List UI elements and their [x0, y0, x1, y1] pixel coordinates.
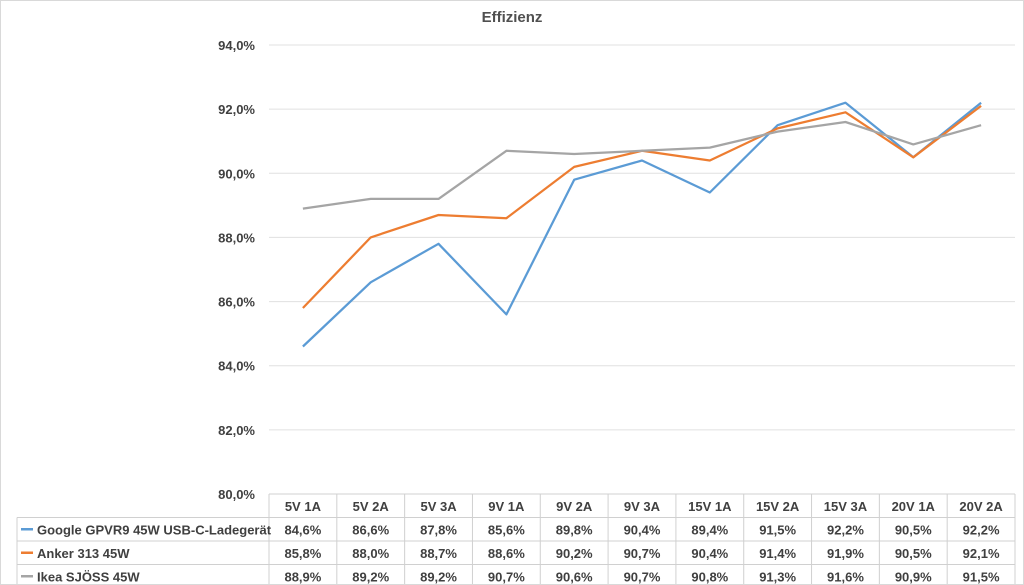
table-cell-value: 85,6% — [488, 522, 525, 537]
table-cell-value: 90,4% — [691, 546, 728, 561]
table-cell-value: 85,8% — [284, 546, 321, 561]
table-cell-value: 92,2% — [963, 522, 1000, 537]
table-cell-value: 89,4% — [691, 522, 728, 537]
table-cell-value: 92,2% — [827, 522, 864, 537]
x-tick-label: 9V 3A — [624, 499, 661, 514]
table-cell-value: 90,7% — [624, 546, 661, 561]
x-tick-label: 9V 1A — [488, 499, 525, 514]
series-line — [302, 101, 982, 348]
table-cell-value: 91,6% — [827, 569, 864, 584]
table-cell-value: 89,2% — [420, 569, 457, 584]
legend-entry: Ikea SJÖSS 45W — [37, 569, 140, 584]
x-tick-label: 5V 1A — [285, 499, 322, 514]
legend-entry: Anker 313 45W — [37, 546, 130, 561]
y-tick-label: 92,0% — [218, 102, 255, 117]
table-cell-value: 91,9% — [827, 546, 864, 561]
table-cell-value: 86,6% — [352, 522, 389, 537]
x-tick-label: 15V 2A — [756, 499, 800, 514]
series-line — [302, 105, 982, 309]
x-tick-label: 15V 1A — [688, 499, 732, 514]
table-cell-value: 90,9% — [895, 569, 932, 584]
legend-entry: Google GPVR9 45W USB-C-Ladegerät — [37, 522, 272, 537]
table-cell-value: 88,9% — [284, 569, 321, 584]
table-cell-value: 90,8% — [691, 569, 728, 584]
y-tick-label: 86,0% — [218, 295, 255, 310]
x-tick-label: 5V 3A — [420, 499, 457, 514]
table-cell-value: 87,8% — [420, 522, 457, 537]
table-cell-value: 88,6% — [488, 546, 525, 561]
y-tick-label: 84,0% — [218, 359, 255, 374]
table-cell-value: 89,2% — [352, 569, 389, 584]
y-tick-label: 94,0% — [218, 38, 255, 53]
y-tick-label: 82,0% — [218, 423, 255, 438]
x-tick-label: 15V 3A — [824, 499, 868, 514]
table-cell-value: 91,3% — [759, 569, 796, 584]
table-cell-value: 90,5% — [895, 522, 932, 537]
table-cell-value: 92,1% — [963, 546, 1000, 561]
table-cell-value: 91,5% — [963, 569, 1000, 584]
series-line — [302, 120, 982, 210]
y-tick-label: 80,0% — [218, 487, 255, 502]
y-tick-label: 90,0% — [218, 166, 255, 181]
table-cell-value: 90,6% — [556, 569, 593, 584]
table-cell-value: 88,0% — [352, 546, 389, 561]
y-tick-label: 88,0% — [218, 230, 255, 245]
table-cell-value: 84,6% — [284, 522, 321, 537]
chart-title: Effizienz — [481, 9, 543, 26]
table-cell-value: 90,5% — [895, 546, 932, 561]
x-tick-label: 5V 2A — [353, 499, 390, 514]
table-cell-value: 88,7% — [420, 546, 457, 561]
table-cell-value: 90,7% — [624, 569, 661, 584]
table-cell-value: 90,2% — [556, 546, 593, 561]
x-tick-label: 9V 2A — [556, 499, 593, 514]
table-cell-value: 89,8% — [556, 522, 593, 537]
table-cell-value: 90,7% — [488, 569, 525, 584]
x-tick-label: 20V 1A — [892, 499, 936, 514]
table-cell-value: 90,4% — [624, 522, 661, 537]
x-tick-label: 20V 2A — [959, 499, 1003, 514]
table-cell-value: 91,5% — [759, 522, 796, 537]
table-cell-value: 91,4% — [759, 546, 796, 561]
